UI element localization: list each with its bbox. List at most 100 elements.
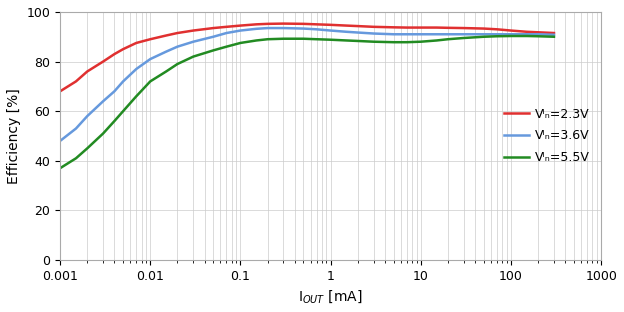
Vᴵₙ=2.3V	[343, 24, 350, 27]
Vᴵₙ=2.3V	[110, 52, 118, 56]
Vᴵₙ=3.6V	[210, 35, 217, 39]
Vᴵₙ=3.6V	[507, 32, 515, 36]
Vᴵₙ=5.5V	[390, 40, 397, 44]
Vᴵₙ=5.5V	[264, 37, 271, 41]
Vᴵₙ=2.3V	[84, 70, 91, 73]
Vᴵₙ=5.5V	[534, 34, 542, 38]
Vᴵₙ=3.6V	[390, 32, 397, 36]
Vᴵₙ=2.3V	[433, 26, 441, 29]
Vᴵₙ=2.3V	[523, 30, 530, 34]
Vᴵₙ=3.6V	[327, 29, 334, 32]
Vᴵₙ=2.3V	[493, 27, 500, 31]
Vᴵₙ=2.3V	[280, 22, 287, 26]
Vᴵₙ=2.3V	[264, 22, 271, 26]
Vᴵₙ=3.6V	[444, 32, 452, 36]
Vᴵₙ=2.3V	[99, 60, 107, 63]
Vᴵₙ=3.6V	[370, 32, 378, 35]
Vᴵₙ=3.6V	[72, 127, 80, 130]
Vᴵₙ=2.3V	[370, 25, 378, 29]
Vᴵₙ=3.6V	[300, 27, 307, 31]
Vᴵₙ=5.5V	[460, 36, 467, 40]
Vᴵₙ=5.5V	[210, 49, 217, 52]
Vᴵₙ=3.6V	[403, 32, 411, 36]
Vᴵₙ=2.3V	[403, 26, 411, 29]
Vᴵₙ=3.6V	[162, 50, 170, 53]
Vᴵₙ=5.5V	[173, 62, 181, 66]
Vᴵₙ=3.6V	[119, 80, 127, 83]
Vᴵₙ=2.3V	[190, 29, 197, 32]
Vᴵₙ=3.6V	[280, 26, 287, 30]
Vᴵₙ=2.3V	[223, 25, 230, 29]
Vᴵₙ=3.6V	[173, 45, 181, 49]
Vᴵₙ=3.6V	[534, 32, 542, 36]
Y-axis label: Efficiency [%]: Efficiency [%]	[7, 88, 21, 184]
Vᴵₙ=5.5V	[119, 109, 127, 113]
Vᴵₙ=3.6V	[56, 139, 64, 143]
Vᴵₙ=5.5V	[72, 156, 80, 160]
Vᴵₙ=5.5V	[190, 55, 197, 58]
Vᴵₙ=5.5V	[370, 40, 378, 44]
Vᴵₙ=3.6V	[99, 99, 107, 103]
Vᴵₙ=3.6V	[354, 31, 361, 34]
Vᴵₙ=3.6V	[253, 27, 260, 31]
Vᴵₙ=2.3V	[162, 34, 170, 37]
Vᴵₙ=2.3V	[417, 26, 424, 29]
Vᴵₙ=2.3V	[327, 23, 334, 27]
Vᴵₙ=2.3V	[550, 31, 558, 35]
Vᴵₙ=3.6V	[132, 67, 140, 71]
Line: Vᴵₙ=3.6V: Vᴵₙ=3.6V	[60, 28, 554, 141]
Vᴵₙ=3.6V	[190, 40, 197, 44]
Vᴵₙ=3.6V	[343, 30, 350, 34]
Vᴵₙ=2.3V	[534, 30, 542, 34]
Vᴵₙ=2.3V	[132, 41, 140, 45]
Legend: Vᴵₙ=2.3V, Vᴵₙ=3.6V, Vᴵₙ=5.5V: Vᴵₙ=2.3V, Vᴵₙ=3.6V, Vᴵₙ=5.5V	[499, 103, 595, 169]
Vᴵₙ=3.6V	[460, 32, 467, 36]
Vᴵₙ=5.5V	[433, 39, 441, 42]
Vᴵₙ=5.5V	[550, 35, 558, 39]
Vᴵₙ=5.5V	[253, 39, 260, 42]
Vᴵₙ=2.3V	[480, 27, 487, 31]
Vᴵₙ=5.5V	[403, 40, 411, 44]
Vᴵₙ=5.5V	[280, 37, 287, 41]
Vᴵₙ=5.5V	[162, 70, 170, 73]
Vᴵₙ=2.3V	[72, 80, 80, 83]
X-axis label: I$_{OUT}$ [mA]: I$_{OUT}$ [mA]	[298, 288, 363, 305]
Line: Vᴵₙ=5.5V: Vᴵₙ=5.5V	[60, 36, 554, 168]
Vᴵₙ=2.3V	[300, 22, 307, 26]
Vᴵₙ=3.6V	[480, 32, 487, 36]
Vᴵₙ=5.5V	[313, 37, 320, 41]
Vᴵₙ=3.6V	[147, 57, 154, 61]
Vᴵₙ=2.3V	[444, 26, 452, 30]
Vᴵₙ=5.5V	[56, 166, 64, 170]
Vᴵₙ=3.6V	[236, 29, 244, 32]
Vᴵₙ=5.5V	[84, 147, 91, 150]
Vᴵₙ=5.5V	[343, 39, 350, 42]
Vᴵₙ=3.6V	[313, 27, 320, 31]
Line: Vᴵₙ=2.3V: Vᴵₙ=2.3V	[60, 24, 554, 91]
Vᴵₙ=2.3V	[173, 31, 181, 35]
Vᴵₙ=5.5V	[327, 38, 334, 41]
Vᴵₙ=3.6V	[417, 32, 424, 36]
Vᴵₙ=5.5V	[147, 80, 154, 83]
Vᴵₙ=2.3V	[460, 26, 467, 30]
Vᴵₙ=2.3V	[354, 24, 361, 28]
Vᴵₙ=2.3V	[56, 90, 64, 93]
Vᴵₙ=2.3V	[390, 26, 397, 29]
Vᴵₙ=2.3V	[253, 22, 260, 26]
Vᴵₙ=5.5V	[236, 41, 244, 45]
Vᴵₙ=5.5V	[523, 34, 530, 38]
Vᴵₙ=5.5V	[132, 95, 140, 98]
Vᴵₙ=5.5V	[417, 40, 424, 44]
Vᴵₙ=5.5V	[444, 37, 452, 41]
Vᴵₙ=3.6V	[523, 32, 530, 36]
Vᴵₙ=3.6V	[84, 114, 91, 118]
Vᴵₙ=2.3V	[236, 24, 244, 27]
Vᴵₙ=2.3V	[507, 29, 515, 32]
Vᴵₙ=3.6V	[550, 33, 558, 37]
Vᴵₙ=5.5V	[110, 119, 118, 123]
Vᴵₙ=3.6V	[110, 90, 118, 93]
Vᴵₙ=2.3V	[119, 47, 127, 51]
Vᴵₙ=5.5V	[480, 35, 487, 39]
Vᴵₙ=5.5V	[300, 37, 307, 41]
Vᴵₙ=2.3V	[210, 26, 217, 30]
